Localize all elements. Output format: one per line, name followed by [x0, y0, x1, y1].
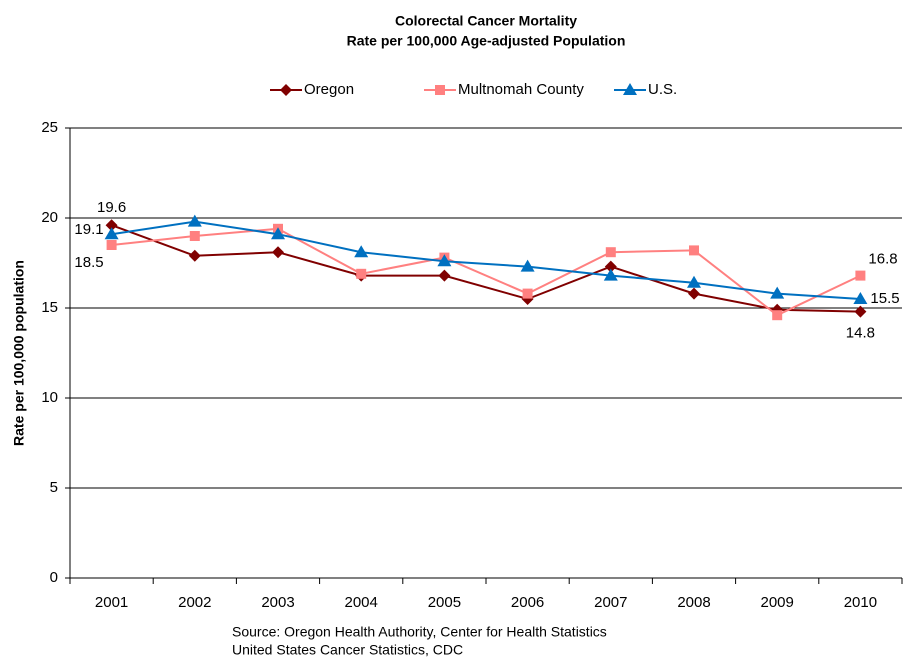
- series-line: [111, 224, 861, 313]
- series-line: [111, 220, 861, 300]
- marker: [522, 288, 533, 299]
- chart-subtitle: Rate per 100,000 Age-adjusted Population: [347, 33, 626, 49]
- legend-label: U.S.: [648, 81, 677, 98]
- x-tick-label: 2010: [844, 594, 877, 611]
- source: United States Cancer Statistics, CDC: [232, 642, 463, 658]
- data-label: 18.5: [74, 254, 103, 271]
- marker: [272, 246, 284, 259]
- y-tick-label: 0: [50, 569, 58, 586]
- y-axis-label: Rate per 100,000 population: [11, 260, 27, 446]
- data-label: 19.6: [97, 199, 126, 216]
- marker: [188, 249, 201, 262]
- x-tick-label: 2006: [511, 594, 544, 611]
- marker: [623, 83, 637, 95]
- marker: [688, 287, 700, 300]
- marker: [437, 254, 452, 267]
- marker: [356, 268, 367, 279]
- marker: [687, 275, 701, 288]
- x-tick-label: 2009: [761, 594, 794, 611]
- y-tick-label: 10: [41, 389, 58, 406]
- source: Source: Oregon Health Authority, Center …: [232, 624, 607, 640]
- data-label: 16.8: [868, 251, 897, 268]
- marker: [770, 286, 785, 299]
- marker: [855, 270, 866, 281]
- marker: [105, 219, 118, 232]
- marker: [603, 268, 618, 281]
- marker: [435, 85, 445, 95]
- x-tick-label: 2008: [677, 594, 710, 611]
- marker: [853, 292, 868, 304]
- y-tick-label: 25: [41, 119, 58, 136]
- marker: [104, 227, 119, 240]
- data-label: 19.1: [74, 221, 103, 238]
- marker: [520, 259, 535, 272]
- marker: [604, 260, 617, 273]
- x-tick-label: 2007: [594, 594, 627, 611]
- marker: [854, 305, 867, 318]
- marker: [772, 310, 783, 321]
- y-tick-label: 15: [41, 299, 58, 316]
- marker: [189, 231, 200, 241]
- x-tick-label: 2001: [95, 594, 128, 611]
- x-tick-label: 2004: [345, 594, 378, 611]
- marker: [106, 240, 117, 250]
- data-label: 15.5: [870, 290, 899, 307]
- x-tick-label: 2003: [261, 594, 294, 611]
- marker: [187, 214, 202, 227]
- y-tick-label: 5: [50, 479, 58, 496]
- x-tick-label: 2002: [178, 594, 211, 611]
- marker: [689, 245, 699, 256]
- legend-label: Oregon: [304, 81, 354, 98]
- legend-label: Multnomah County: [458, 81, 584, 98]
- marker: [271, 227, 285, 240]
- y-tick-label: 20: [41, 209, 58, 226]
- chart-title: Colorectal Cancer Mortality: [395, 13, 577, 29]
- x-tick-label: 2005: [428, 594, 461, 611]
- data-label: 14.8: [846, 325, 875, 342]
- series-line: [111, 227, 861, 317]
- marker: [438, 269, 451, 282]
- marker: [354, 245, 369, 258]
- marker: [280, 84, 292, 96]
- marker: [605, 247, 616, 258]
